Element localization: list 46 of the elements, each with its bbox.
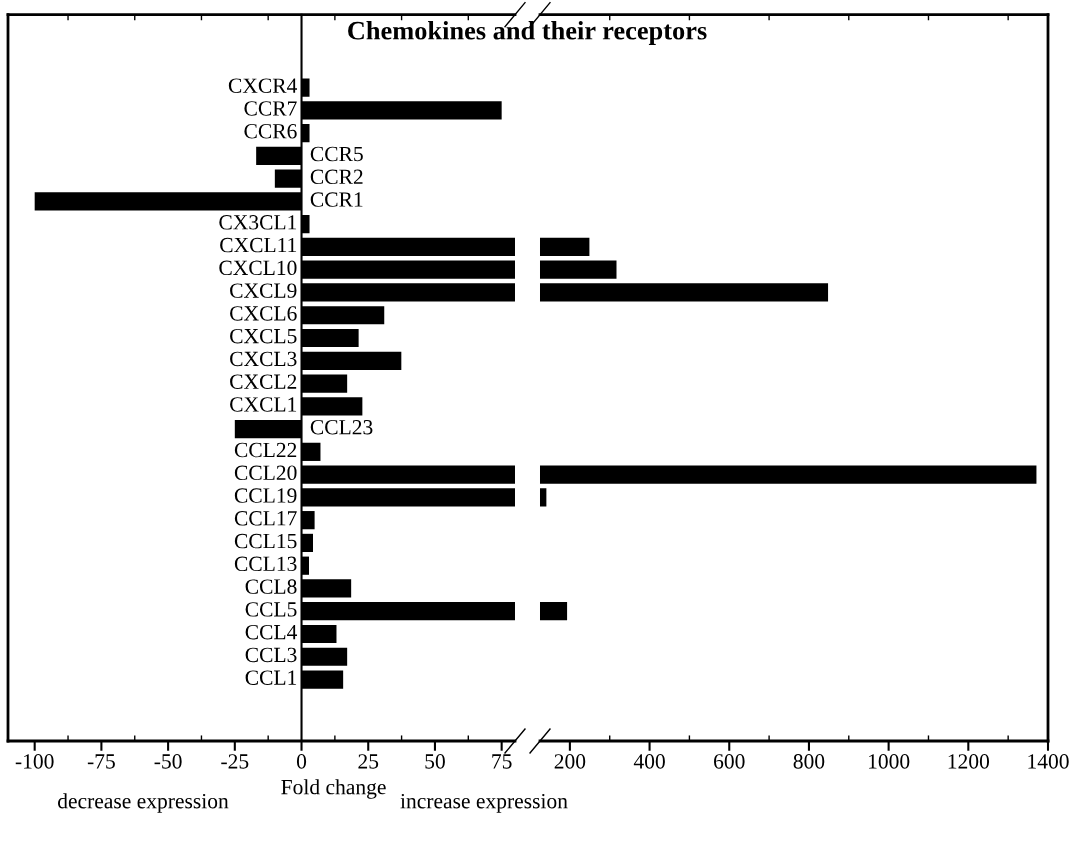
x-tick-label: -100 — [15, 754, 54, 769]
y-tick-label: CCR5 — [310, 146, 363, 162]
x-tick-label: 1400 — [1028, 754, 1069, 769]
y-tick-label: CCL3 — [245, 647, 297, 663]
y-tick-label: CXCL1 — [230, 397, 297, 412]
text: increase expression — [400, 793, 568, 813]
y-tick-label: CXCL2 — [230, 374, 297, 389]
y-tick-label: CCR1 — [310, 192, 363, 207]
y-tick-label: CCL1 — [245, 670, 297, 685]
y-tick-label: CCL20 — [234, 465, 297, 480]
x-tick-label: 1000 — [868, 754, 910, 769]
x-tick-label: -25 — [221, 754, 249, 769]
y-tick-label: CCR2 — [310, 169, 363, 185]
y-tick-label: CXCL3 — [230, 351, 297, 367]
x-tick-label: 75 — [492, 754, 512, 769]
x-tick-label: 200 — [554, 754, 586, 769]
y-tick-label: CXCL9 — [230, 283, 297, 298]
y-tick-label: CXCL10 — [219, 260, 297, 276]
text: decrease expression — [58, 793, 229, 813]
x-tick-label: 50 — [425, 754, 445, 769]
x-tick-label: -75 — [87, 754, 115, 769]
y-tick-label: CXCL11 — [220, 237, 297, 253]
x-tick-label: 1200 — [948, 754, 990, 769]
x-axis-title: Fold change — [281, 779, 386, 799]
y-tick-label: CCL22 — [234, 442, 297, 458]
chart-title: Chemokines and their receptors — [348, 21, 707, 45]
y-tick-label: CCL17 — [234, 511, 297, 526]
y-tick-label: CCL23 — [310, 420, 373, 435]
y-tick-label: CXCR4 — [228, 78, 298, 93]
y-tick-label: CCL13 — [234, 556, 297, 572]
y-tick-label: CCL4 — [245, 624, 298, 640]
x-tick-label: 600 — [714, 754, 745, 769]
x-tick-label: 25 — [358, 754, 379, 769]
x-tick-label: 800 — [793, 754, 825, 769]
y-tick-label: CCL15 — [234, 533, 297, 549]
y-tick-label: CCL8 — [245, 579, 297, 594]
y-tick-label: CCR6 — [244, 124, 297, 139]
x-tick-label: -50 — [154, 754, 182, 769]
x-tick-label: 0 — [296, 754, 307, 769]
y-tick-label: CXCL5 — [230, 328, 297, 344]
y-tick-label: CX3CL1 — [219, 215, 297, 230]
y-tick-label: CCR7 — [244, 101, 297, 116]
y-tick-label: CCL19 — [234, 488, 297, 503]
y-tick-label: CXCL6 — [230, 306, 297, 321]
x-tick-label: 400 — [633, 754, 665, 769]
y-tick-label: CCL5 — [245, 602, 297, 617]
